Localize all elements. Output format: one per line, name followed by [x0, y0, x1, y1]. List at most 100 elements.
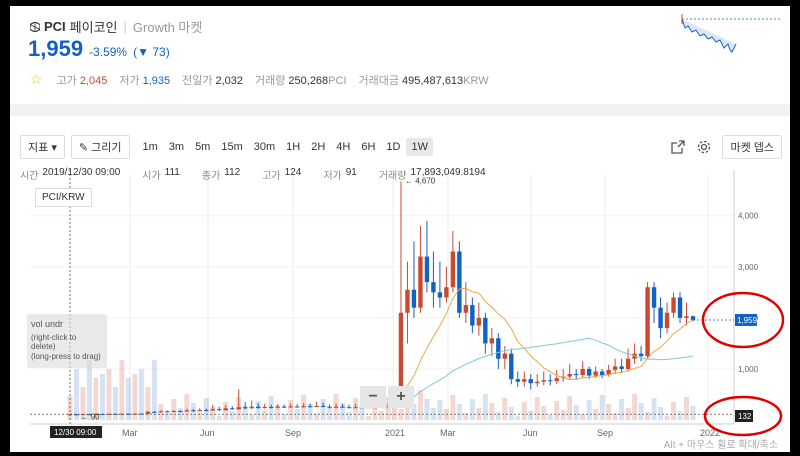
min-price-label: ← 90 [80, 412, 100, 421]
stat-prev-label: 전일가 [182, 74, 213, 87]
stat-low: 저가 1,935 [119, 72, 170, 88]
candle-body [489, 338, 495, 344]
ohlc-high-label: 고가 [262, 171, 281, 182]
candle-body [333, 406, 339, 408]
volume-bar [294, 409, 300, 420]
volume-badge [735, 410, 753, 422]
y-tick-label: 4,000 [738, 212, 759, 221]
timeframe-2H[interactable]: 2H [311, 141, 326, 153]
timeframe-15m[interactable]: 15m [221, 141, 243, 153]
candle-body [573, 374, 579, 376]
volume-bar [197, 412, 203, 420]
volume-bar [216, 416, 222, 420]
zoom-controls: − + [360, 386, 416, 408]
gear-icon[interactable] [696, 139, 712, 155]
candle-body [677, 297, 683, 318]
timeframe-6H[interactable]: 6H [361, 141, 376, 153]
timeframe-1W[interactable]: 1W [406, 138, 433, 156]
volume-indicator-legend[interactable]: vol undr (right-click to delete) (long-p… [27, 314, 107, 368]
candle-body [126, 413, 131, 415]
candle-body [664, 312, 670, 329]
x-tick-label: 2021 [385, 428, 405, 438]
candle-body [262, 406, 267, 408]
draw-button[interactable]: ✎ 그리기 [70, 135, 130, 159]
caret-down-icon: ▾ [51, 142, 57, 154]
candle-body [139, 413, 144, 415]
price-row: 1,959 -3.59% (▼ 73) [28, 36, 170, 62]
timeframe-1D[interactable]: 1D [386, 141, 401, 153]
zoom-in-button[interactable]: + [388, 386, 414, 408]
candle-body [463, 305, 469, 313]
candle-body [483, 317, 488, 344]
candle-body [541, 380, 546, 382]
volume-bar [554, 401, 560, 420]
x-tick-label: Mar [440, 428, 456, 438]
volume-bar [391, 400, 397, 420]
volume-bar [645, 412, 651, 420]
volume-bar [275, 405, 281, 420]
candle-body [191, 410, 196, 412]
volume-bar [482, 394, 488, 420]
volume-bar [93, 378, 99, 420]
external-link-icon[interactable] [670, 139, 686, 155]
candle-body [509, 353, 514, 380]
volume-bar [521, 402, 527, 420]
candle-body [580, 368, 585, 376]
volume-bar [417, 390, 423, 420]
volume-bar [489, 403, 495, 420]
ohlc-open-value: 111 [164, 167, 180, 178]
volume-bar [372, 402, 378, 420]
candle-body [87, 414, 92, 416]
candle-body [405, 289, 410, 313]
volume-bar [132, 374, 138, 420]
ohlc-high-value: 124 [284, 167, 302, 178]
annotation-circle-price [701, 291, 785, 349]
candle-body [450, 251, 456, 288]
volume-bar [411, 404, 417, 420]
timeframe-30m[interactable]: 30m [253, 141, 276, 153]
volume-bar [379, 411, 384, 420]
current-price-badge [735, 313, 757, 326]
volume-bar [638, 403, 644, 420]
volume-bar [112, 387, 118, 420]
favorite-star-icon[interactable]: ☆ [30, 71, 43, 87]
candle-body [281, 406, 287, 408]
stat-high: 고가 2,045 [57, 72, 108, 88]
volume-bar [340, 403, 346, 420]
timeframe-1m[interactable]: 1m [142, 141, 158, 153]
market-depth-button[interactable]: 마켓 뎁스 [722, 135, 782, 159]
indicator-button[interactable]: 지표 ▾ [20, 135, 65, 159]
timeframe-3m[interactable]: 3m [168, 141, 185, 153]
ohlc-low-value: 91 [345, 167, 357, 178]
zoom-out-button[interactable]: − [360, 386, 386, 408]
volume-bar [145, 387, 151, 420]
stat-amount-unit: KRW [463, 74, 489, 87]
timeframe-5m[interactable]: 5m [195, 141, 211, 153]
stat-volume-value: 250,268 [288, 74, 329, 87]
candle-body [658, 307, 663, 329]
stat-high-label: 고가 [56, 74, 77, 87]
candle-body [431, 282, 436, 293]
price-change-value: 73 [152, 45, 166, 59]
vol-indicator-name: vol undr [31, 319, 64, 329]
volume-bar [580, 414, 586, 420]
candle-body [320, 405, 326, 407]
coin-name: 페이코인 [69, 20, 118, 35]
volume-bar [346, 412, 352, 420]
candle-body [74, 414, 79, 416]
candle-body [255, 406, 261, 408]
timeframe-4H[interactable]: 4H [336, 141, 351, 153]
timeframe-1H[interactable]: 1H [286, 141, 301, 153]
candle-body [593, 371, 598, 376]
candle-body [307, 406, 313, 408]
market-label: Growth 마켓 [132, 20, 203, 35]
candle-body [476, 317, 482, 326]
draw-label: 그리기 [91, 142, 122, 154]
ohlc-low-label: 저가 [323, 171, 342, 182]
volume-bar [314, 413, 320, 420]
down-triangle-icon: ▼ [137, 45, 149, 59]
candle-body [470, 305, 475, 326]
chart-panel: MarJunSep2021MarJunSep20221,0002,0003,00… [10, 116, 790, 452]
price-chart[interactable]: MarJunSep2021MarJunSep20221,0002,0003,00… [10, 116, 790, 452]
x-tick-label: Sep [597, 428, 613, 438]
